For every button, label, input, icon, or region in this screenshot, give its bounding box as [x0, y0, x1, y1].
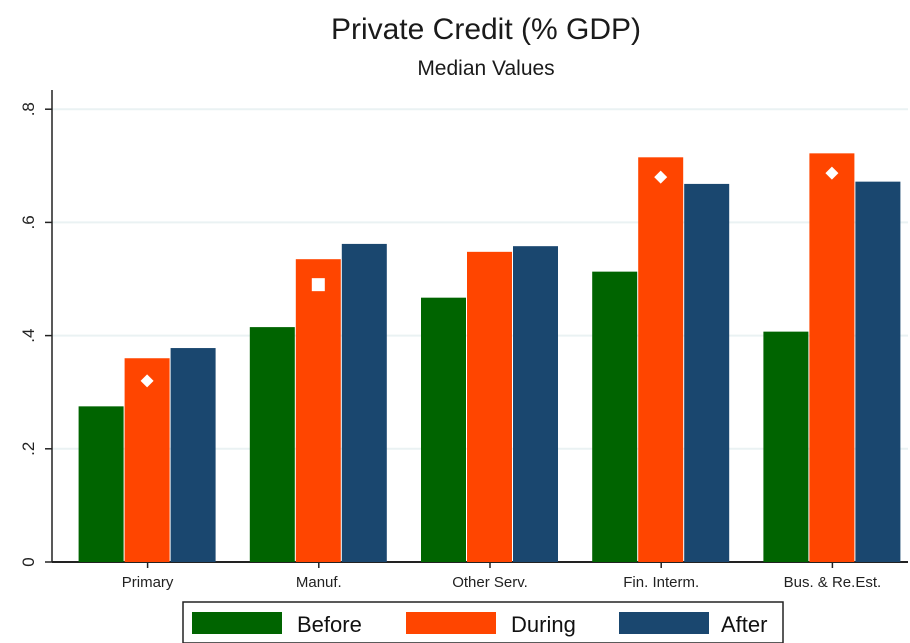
bar-before: [763, 331, 809, 562]
bar-during: [638, 157, 684, 562]
bar-before: [592, 271, 638, 562]
legend: Before During After: [182, 601, 784, 643]
bar-during: [124, 358, 170, 562]
bar-during: [467, 251, 512, 562]
marker-square: [311, 278, 325, 292]
y-tick-label: .4: [19, 329, 38, 343]
chart-title: Private Credit (% GDP): [331, 13, 641, 46]
y-tick-label: .8: [19, 102, 38, 116]
bar-after: [855, 181, 901, 562]
plot-area: 0 .2 .4 .6 .8 Primary Manuf. Other Serv. Fin. In…: [19, 90, 908, 591]
legend-label-during: During: [511, 612, 576, 637]
y-tick-label: .2: [19, 442, 38, 456]
y-tick-label: 0: [19, 557, 38, 566]
bar-after: [170, 348, 216, 562]
marker-diamond: [825, 166, 839, 180]
bar-after: [513, 246, 558, 562]
bar-after: [684, 183, 730, 563]
legend-swatch-after: [619, 612, 709, 634]
bar-during: [809, 153, 855, 562]
bar-after: [341, 243, 387, 562]
x-tick-label: Fin. Interm.: [623, 574, 699, 591]
x-tick-label: Bus. & Re.Est.: [784, 574, 882, 591]
y-tick-label: .6: [19, 215, 38, 229]
bar-before: [249, 327, 295, 562]
x-tick-label: Manuf.: [296, 574, 342, 591]
legend-swatch-before: [192, 612, 282, 634]
legend-label-after: After: [721, 612, 767, 637]
bar-before: [78, 406, 124, 562]
marker-diamond: [654, 170, 668, 184]
marker-diamond: [140, 374, 154, 388]
chart-subtitle: Median Values: [417, 57, 554, 80]
x-tick-label: Other Serv.: [452, 574, 528, 591]
legend-label-before: Before: [297, 612, 362, 637]
x-tick-label: Primary: [122, 574, 174, 591]
bar-during: [295, 259, 341, 562]
bar-before: [421, 297, 466, 562]
legend-swatch-during: [406, 612, 496, 634]
